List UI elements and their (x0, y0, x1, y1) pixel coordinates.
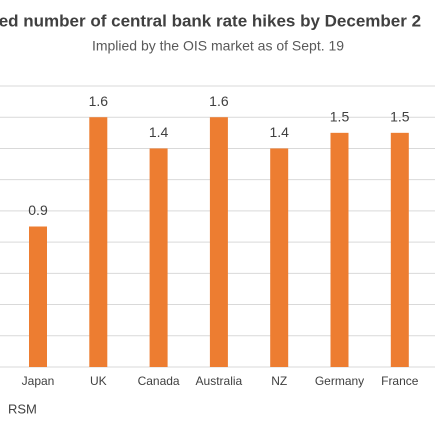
bar (390, 132, 409, 367)
data-label: 1.4 (149, 124, 169, 140)
x-tick-label: Australia (196, 374, 243, 388)
bar (89, 117, 108, 367)
bar (149, 148, 168, 367)
bar (330, 132, 349, 367)
x-tick-label: NZ (271, 374, 287, 388)
x-tick-label: France (381, 374, 419, 388)
x-tick-label: UK (90, 374, 107, 388)
data-label: 1.4 (269, 124, 289, 140)
bar (209, 117, 228, 367)
bar (270, 148, 289, 367)
data-label: 1.6 (209, 93, 229, 109)
chart-title: ied number of central bank rate hikes by… (0, 11, 421, 30)
x-tick-label: Germany (315, 374, 364, 388)
data-label: 1.5 (330, 109, 350, 125)
x-tick-label: Canada (138, 374, 180, 388)
data-label: 0.9 (28, 202, 48, 218)
data-label: 1.5 (390, 109, 410, 125)
chart-subtitle: Implied by the OIS market as of Sept. 19 (92, 38, 344, 54)
x-tick-label: Japan (22, 374, 55, 388)
source: RSM (8, 401, 37, 416)
bar (29, 226, 47, 367)
data-label: 1.6 (89, 93, 109, 109)
